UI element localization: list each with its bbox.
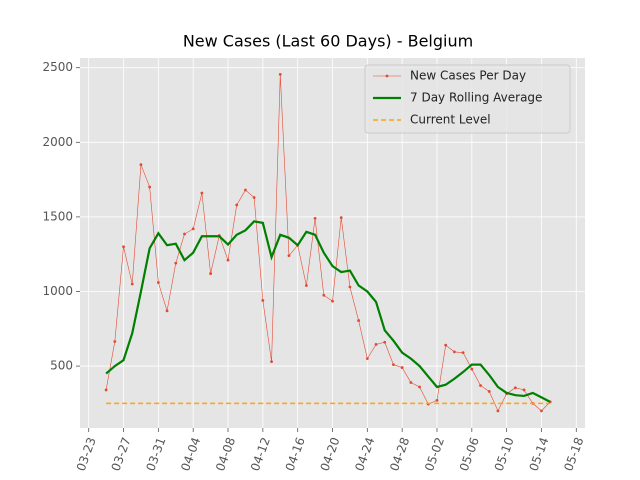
x-tick-label: 04-12 <box>248 435 273 473</box>
point <box>435 398 439 402</box>
y-tick-label: 2000 <box>42 135 73 149</box>
point <box>130 282 134 286</box>
point <box>235 203 239 207</box>
legend-box <box>364 64 571 134</box>
x-tick-label: 05-18 <box>561 435 586 473</box>
point <box>304 284 308 287</box>
point <box>313 216 317 220</box>
legend-label: Current Level <box>410 113 491 127</box>
point <box>418 385 421 389</box>
series-line <box>105 220 551 403</box>
y-tick-label: 1000 <box>42 284 73 298</box>
point <box>165 309 169 313</box>
y-tick-label: 2500 <box>42 60 73 74</box>
legend: New Cases Per Day 7 Day Rolling Average Cu… <box>364 64 571 134</box>
x-tick-label: 04-20 <box>318 435 343 473</box>
chart-title: New Cases (Last 60 Days) - Belgium <box>183 32 473 51</box>
point <box>278 73 282 76</box>
x-tick-label: 03-23 <box>74 435 99 473</box>
point <box>470 367 474 371</box>
point <box>322 293 326 297</box>
point <box>252 196 256 199</box>
marks <box>104 73 552 413</box>
point <box>357 319 361 322</box>
point <box>374 343 378 346</box>
x-tick-label: 03-27 <box>109 435 134 473</box>
point <box>174 261 178 265</box>
point <box>452 350 456 354</box>
point <box>392 363 395 366</box>
x-tick-label: 04-24 <box>352 435 377 473</box>
point <box>496 409 500 413</box>
point <box>287 254 291 258</box>
point <box>513 386 517 390</box>
point <box>156 281 160 284</box>
point <box>113 340 117 343</box>
point <box>104 388 108 392</box>
y-tick-label: 500 <box>50 359 73 373</box>
x-tick-label: 05-02 <box>422 435 447 473</box>
point <box>479 384 482 387</box>
point <box>522 388 526 392</box>
point <box>261 299 265 302</box>
y-tick-label: 1500 <box>42 209 73 223</box>
point <box>383 340 387 344</box>
point <box>244 188 247 192</box>
series-line <box>105 74 551 412</box>
point <box>487 390 491 393</box>
x-tick-label: 05-06 <box>457 435 482 473</box>
point <box>461 351 465 355</box>
point <box>122 245 125 249</box>
point <box>444 343 448 347</box>
legend-label: 7 Day Rolling Average <box>410 91 542 105</box>
point <box>365 357 369 361</box>
point <box>409 381 413 384</box>
point <box>331 299 334 303</box>
x-tick-label: 04-28 <box>387 435 412 473</box>
point <box>200 191 204 195</box>
point <box>540 409 543 413</box>
x-tick-label: 05-10 <box>492 435 517 473</box>
point <box>139 163 143 167</box>
point <box>226 258 230 262</box>
x-tick-label: 04-04 <box>178 435 203 473</box>
point <box>209 272 213 275</box>
x-tick-label: 04-16 <box>283 435 308 473</box>
point <box>348 285 352 289</box>
x-tick-label: 05-14 <box>526 435 551 473</box>
point <box>400 366 404 369</box>
x-tick-label: 03-31 <box>143 435 168 473</box>
legend-label: New Cases Per Day <box>410 69 526 83</box>
legend-marker <box>385 74 389 78</box>
point <box>191 227 195 231</box>
point <box>270 360 273 364</box>
point <box>183 232 186 236</box>
x-tick-label: 04-08 <box>213 435 238 473</box>
point <box>339 216 343 220</box>
point <box>148 185 152 189</box>
